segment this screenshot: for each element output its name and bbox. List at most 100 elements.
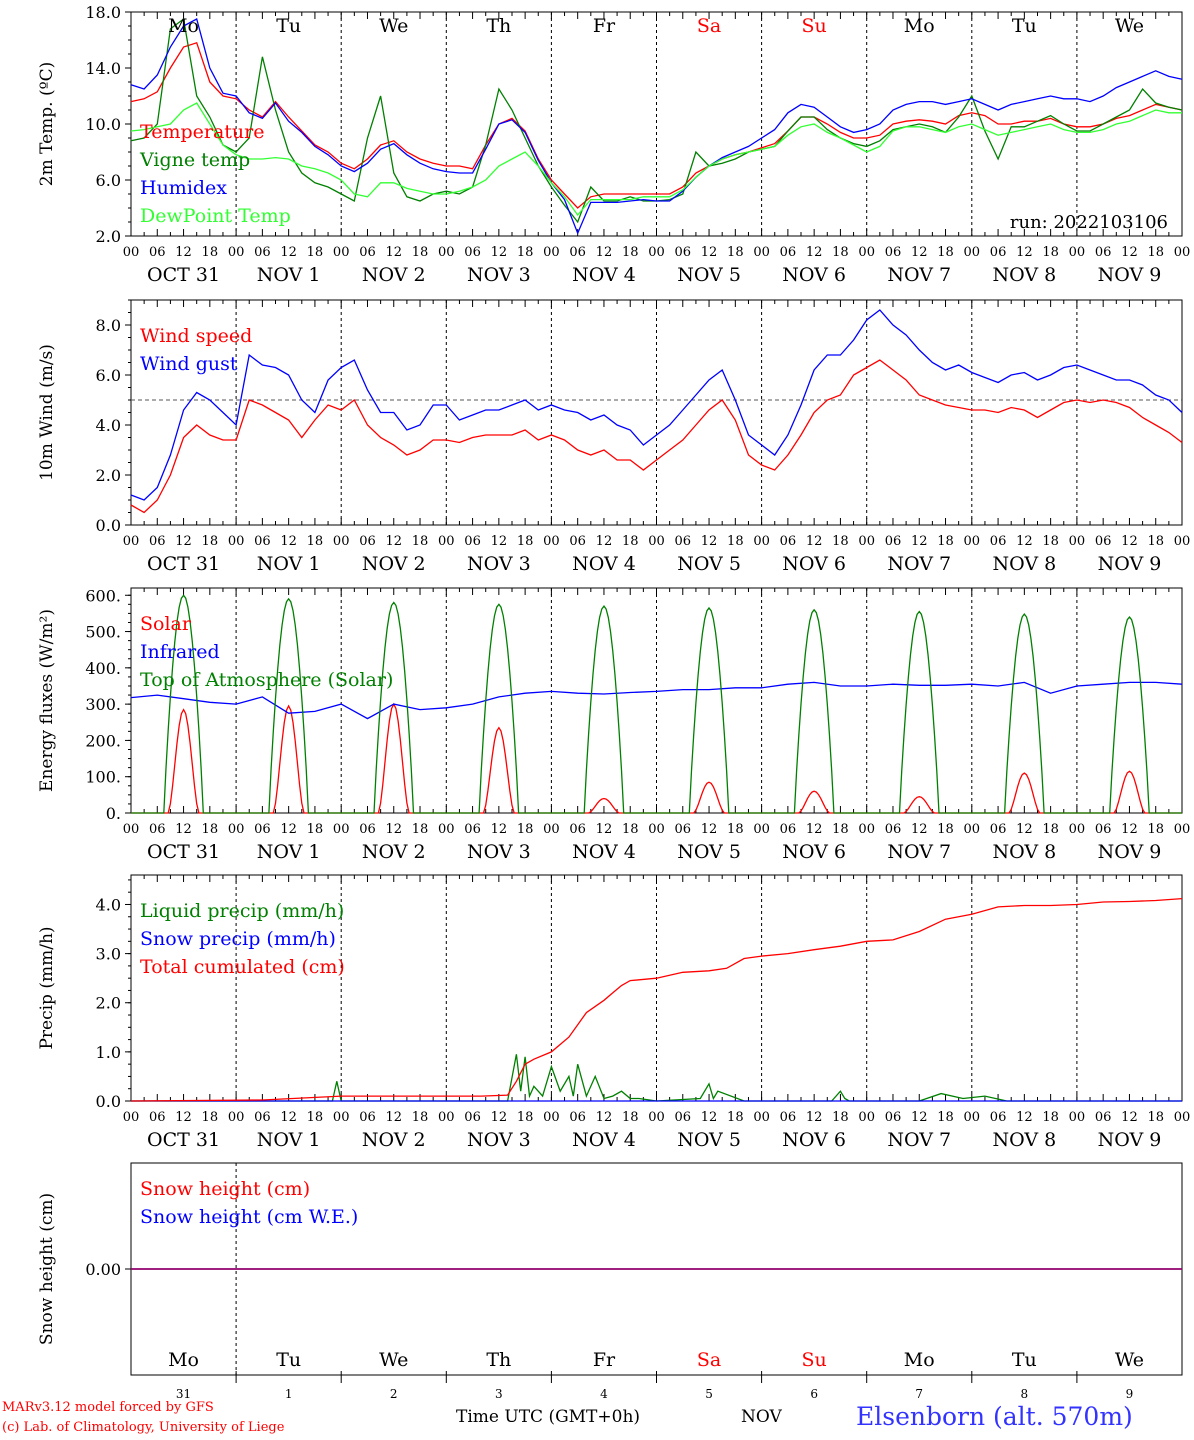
hour-label: 12: [491, 534, 508, 549]
date-label: NOV 8: [992, 264, 1056, 286]
y-axis-label: 10m Wind (m/s): [37, 344, 57, 481]
y-tick-label: 600.: [85, 586, 121, 605]
hour-label: 00: [438, 1110, 455, 1125]
y-tick-label: 4.0: [96, 895, 121, 914]
hour-label: 00: [648, 245, 665, 260]
legend-label: DewPoint Temp: [140, 205, 291, 227]
hour-label: 12: [1016, 822, 1033, 837]
hour-label: 18: [412, 822, 429, 837]
hour-label: 00: [648, 822, 665, 837]
series-line: [131, 1054, 1182, 1102]
y-tick-label: 200.: [85, 731, 121, 750]
date-label: NOV 2: [362, 553, 426, 575]
hour-label: 12: [1016, 534, 1033, 549]
hour-label: 18: [307, 245, 324, 260]
hour-label: 12: [806, 1110, 823, 1125]
date-label: OCT 31: [147, 1129, 220, 1151]
hour-label: 18: [412, 1110, 429, 1125]
y-tick-label: 300.: [85, 695, 121, 714]
day-number-label: 2: [390, 1387, 398, 1401]
hour-label: 18: [412, 534, 429, 549]
y-tick-label: 0.0: [96, 1092, 121, 1111]
hour-label: 06: [990, 245, 1007, 260]
series-line: [130, 102, 1182, 217]
legend-label: Snow precip (mm/h): [140, 928, 336, 950]
hour-label: 18: [1147, 534, 1164, 549]
hour-label: 12: [701, 534, 718, 549]
date-label: NOV 5: [677, 841, 741, 863]
y-tick-label: 8.0: [96, 316, 121, 335]
hour-label: 06: [149, 1110, 166, 1125]
hour-label: 12: [280, 1110, 297, 1125]
date-label: NOV 7: [887, 841, 951, 863]
hour-label: 12: [1121, 822, 1138, 837]
weekday-label: We: [379, 1349, 408, 1371]
series-line: [130, 309, 1183, 501]
weekday-label: Su: [802, 1349, 827, 1371]
hour-label: 06: [885, 822, 902, 837]
hour-label: 12: [491, 245, 508, 260]
y-tick-label: 4.0: [96, 416, 121, 435]
hour-label: 00: [964, 822, 981, 837]
date-label: NOV 2: [362, 264, 426, 286]
hour-label: 18: [727, 1110, 744, 1125]
date-label: NOV 4: [572, 841, 636, 863]
date-label: NOV 4: [572, 553, 636, 575]
hour-label: 06: [359, 245, 376, 260]
y-tick-label: 3.0: [96, 945, 121, 964]
weekday-label: Mo: [904, 1349, 935, 1371]
legend-label: Snow height (cm W.E.): [140, 1206, 358, 1228]
hour-label: 12: [701, 822, 718, 837]
hour-label: 18: [517, 245, 534, 260]
day-number-label: 5: [705, 1387, 713, 1401]
hour-label: 12: [596, 245, 613, 260]
y-tick-label: 2.0: [96, 994, 121, 1013]
hour-label: 00: [964, 1110, 981, 1125]
hour-label: 12: [596, 534, 613, 549]
date-label: NOV 1: [257, 841, 321, 863]
hour-label: 00: [753, 534, 770, 549]
hour-label: 18: [517, 822, 534, 837]
hour-label: 00: [1174, 1110, 1191, 1125]
panel-1: [125, 11, 1183, 237]
y-tick-label: 2.0: [96, 227, 121, 246]
hour-label: 12: [385, 822, 402, 837]
hour-label: 06: [464, 245, 481, 260]
hour-label: 06: [254, 534, 271, 549]
hour-label: 18: [937, 534, 954, 549]
hour-label: 12: [280, 822, 297, 837]
panel-4: [125, 874, 1183, 1102]
date-label: NOV 7: [887, 264, 951, 286]
time-axis-label: Time UTC (GMT+0h): [456, 1407, 641, 1427]
hour-label: 00: [438, 245, 455, 260]
credit-line-1: MARv3.12 model forced by GFS: [2, 1400, 214, 1415]
hour-label: 00: [753, 245, 770, 260]
hour-label: 18: [1042, 534, 1059, 549]
hour-label: 12: [491, 822, 508, 837]
weekday-label: Fr: [593, 1349, 616, 1371]
hour-label: 18: [1147, 1110, 1164, 1125]
hour-label: 18: [832, 1110, 849, 1125]
date-label: NOV 3: [467, 841, 531, 863]
hour-label: 06: [569, 534, 586, 549]
day-number-label: 1: [285, 1387, 293, 1401]
hour-label: 12: [701, 245, 718, 260]
panel-5: [125, 1162, 1183, 1383]
hour-label: 12: [1121, 534, 1138, 549]
day-number-label: 8: [1021, 1387, 1029, 1401]
date-label: NOV 5: [677, 1129, 741, 1151]
date-label: NOV 9: [1098, 841, 1162, 863]
legend-label: Temperature: [140, 121, 264, 143]
hour-label: 12: [175, 534, 192, 549]
date-label: NOV 1: [257, 264, 321, 286]
hour-label: 06: [780, 534, 797, 549]
hour-label: 06: [780, 1110, 797, 1125]
legend-label: Top of Atmosphere (Solar): [140, 669, 393, 691]
hour-label: 00: [123, 1110, 140, 1125]
hour-label: 18: [1042, 245, 1059, 260]
hour-label: 06: [359, 534, 376, 549]
hour-label: 00: [858, 1110, 875, 1125]
date-label: NOV 6: [782, 264, 846, 286]
weekday-label: Th: [486, 1349, 511, 1371]
weekday-label: We: [1115, 1349, 1144, 1371]
